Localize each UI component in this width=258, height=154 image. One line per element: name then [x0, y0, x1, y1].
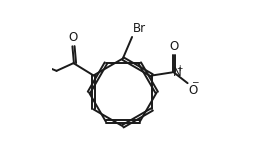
Text: O: O	[69, 31, 78, 44]
Text: N: N	[173, 66, 182, 79]
Text: Br: Br	[133, 22, 146, 35]
Text: +: +	[176, 64, 182, 73]
Text: O: O	[169, 40, 178, 53]
Text: −: −	[191, 77, 199, 86]
Text: O: O	[188, 84, 198, 97]
